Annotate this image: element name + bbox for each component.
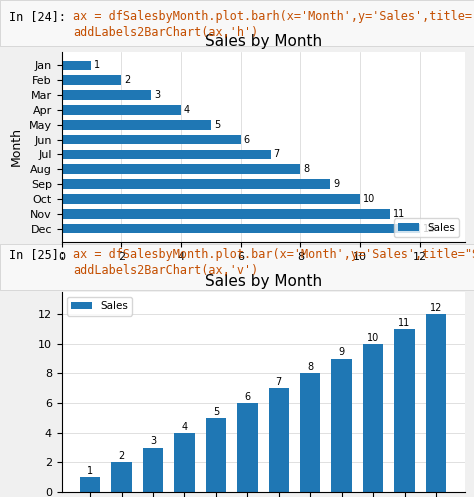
Text: 2: 2 <box>118 451 125 461</box>
Text: 12: 12 <box>423 224 435 234</box>
Text: 4: 4 <box>184 105 190 115</box>
Bar <box>331 359 352 492</box>
Bar <box>62 194 360 204</box>
Bar <box>62 224 420 234</box>
Text: 1: 1 <box>87 466 93 476</box>
Bar <box>174 433 195 492</box>
Bar <box>62 179 330 189</box>
Text: ax = dfSalesbyMonth.plot.bar(x='Month',y='Sales',title="Sales by Month"): ax = dfSalesbyMonth.plot.bar(x='Month',y… <box>73 248 474 261</box>
Text: 11: 11 <box>399 318 410 328</box>
Bar <box>62 120 211 130</box>
Text: 5: 5 <box>213 407 219 417</box>
Bar <box>426 314 446 492</box>
Bar <box>300 373 320 492</box>
Text: 11: 11 <box>393 209 405 219</box>
Text: 5: 5 <box>214 120 220 130</box>
Text: 4: 4 <box>182 421 188 431</box>
Bar <box>363 344 383 492</box>
Title: Sales by Month: Sales by Month <box>204 34 322 49</box>
Text: addLabels2BarChart(ax,'h'): addLabels2BarChart(ax,'h') <box>73 26 259 39</box>
Bar <box>62 209 390 219</box>
Title: Sales by Month: Sales by Month <box>204 274 322 289</box>
Text: 12: 12 <box>430 303 442 313</box>
Text: 7: 7 <box>276 377 282 387</box>
Legend: Sales: Sales <box>67 297 132 316</box>
Text: 6: 6 <box>244 135 250 145</box>
Bar <box>62 135 241 145</box>
Bar <box>80 477 100 492</box>
Text: 9: 9 <box>333 179 339 189</box>
Text: addLabels2BarChart(ax,'v'): addLabels2BarChart(ax,'v') <box>73 264 259 277</box>
Text: 8: 8 <box>303 164 310 174</box>
Text: 1: 1 <box>94 61 100 71</box>
Bar <box>62 90 151 100</box>
Bar <box>62 61 91 70</box>
Bar <box>237 403 257 492</box>
Bar <box>269 388 289 492</box>
Text: 7: 7 <box>273 150 280 160</box>
Bar <box>143 448 163 492</box>
Text: 10: 10 <box>367 332 379 342</box>
Y-axis label: Month: Month <box>10 128 23 166</box>
Text: ax = dfSalesbyMonth.plot.barh(x='Month',y='Sales',title="Sales by Month"): ax = dfSalesbyMonth.plot.barh(x='Month',… <box>73 10 474 23</box>
Bar <box>394 329 415 492</box>
Text: 3: 3 <box>150 436 156 446</box>
Bar <box>62 105 181 115</box>
Bar <box>111 462 132 492</box>
Text: 6: 6 <box>244 392 250 402</box>
Text: 2: 2 <box>124 75 130 85</box>
Text: 10: 10 <box>363 194 375 204</box>
Text: In [24]:: In [24]: <box>9 10 73 23</box>
Bar <box>206 418 226 492</box>
Text: 3: 3 <box>154 90 160 100</box>
Bar <box>62 150 271 159</box>
Text: In [25]:: In [25]: <box>9 248 73 261</box>
Text: 9: 9 <box>338 347 345 357</box>
Text: 8: 8 <box>307 362 313 372</box>
Bar <box>62 165 301 174</box>
Legend: Sales: Sales <box>394 219 459 237</box>
Bar <box>62 76 121 85</box>
